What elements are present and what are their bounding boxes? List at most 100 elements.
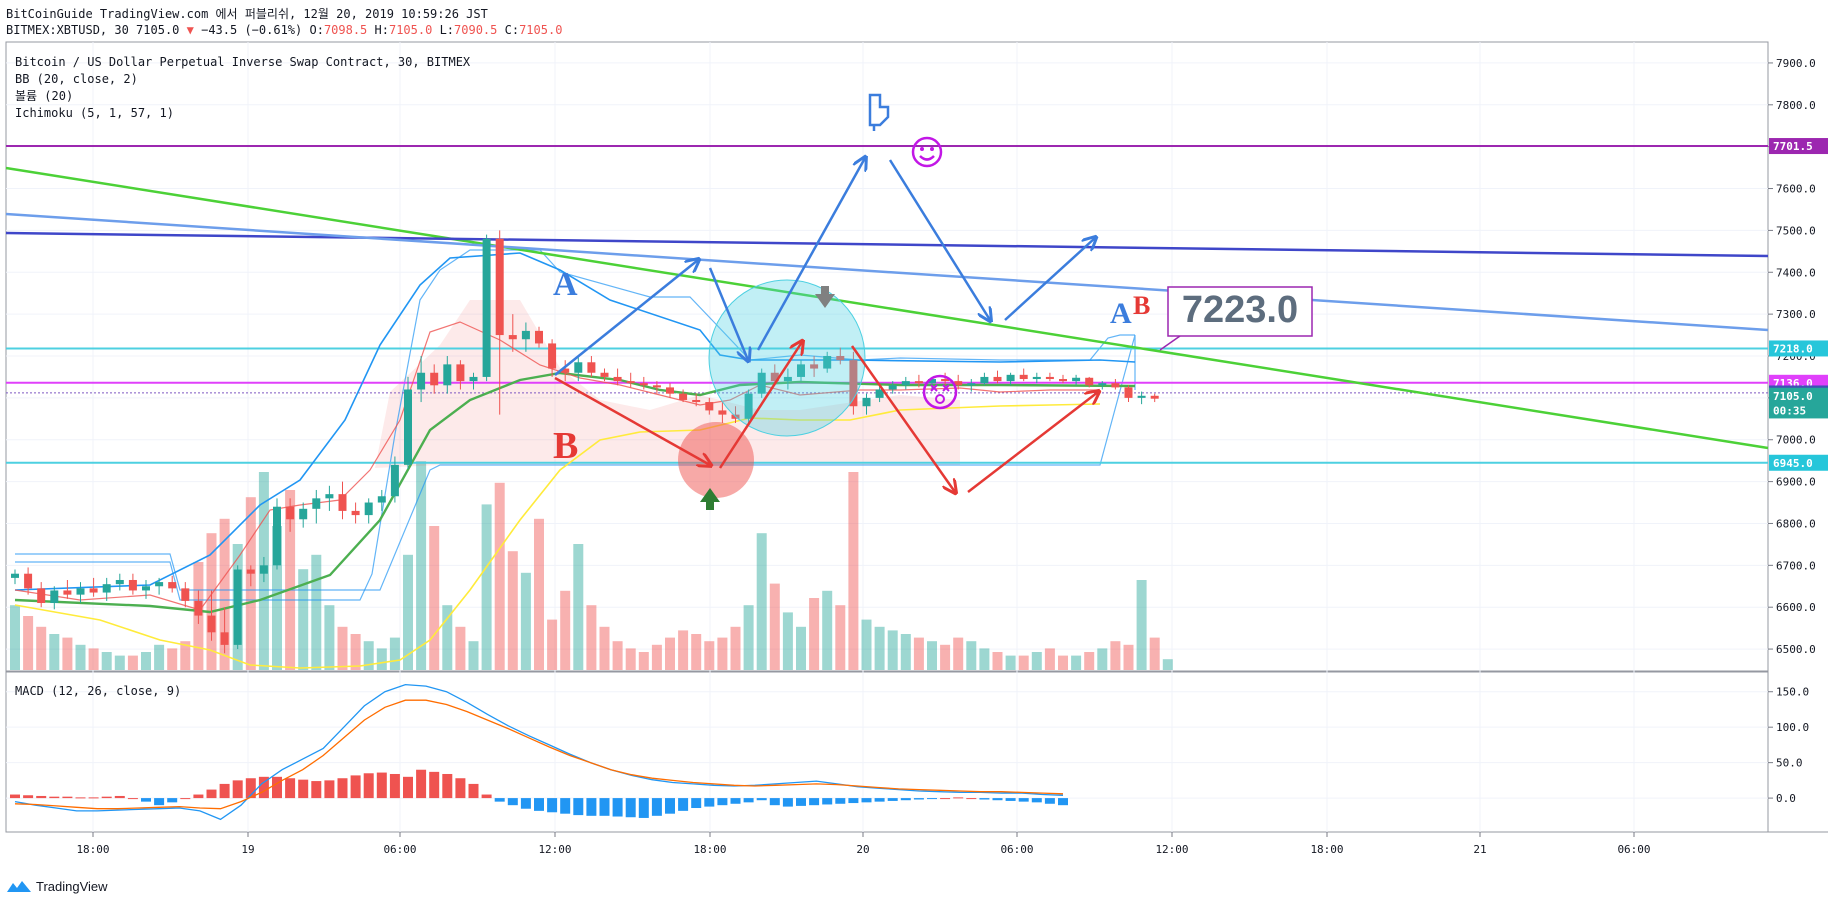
candle-body xyxy=(1019,374,1028,380)
volume-bar xyxy=(75,644,86,670)
volume-bar xyxy=(416,461,427,670)
red-arrows[interactable] xyxy=(554,342,1098,492)
macd-hist-bar xyxy=(678,798,689,811)
volume-bar xyxy=(363,641,374,670)
volume-bar xyxy=(638,652,649,670)
price-label-text: 7701.5 xyxy=(1773,140,1813,153)
macd-hist-bar xyxy=(547,798,558,813)
macd-axis[interactable]: 150.0 100.0 50.0 0.0 xyxy=(1768,686,1809,805)
candle-body xyxy=(24,573,33,589)
macd-hist-bar xyxy=(560,798,571,814)
macd-hist-bar xyxy=(88,797,99,799)
macd-hist-bar xyxy=(298,779,309,799)
footer: TradingView xyxy=(6,879,108,894)
macd-hist-bar xyxy=(180,798,191,800)
publish-line: BitCoinGuide TradingView.com 에서 퍼블리쉬, 12… xyxy=(6,7,488,21)
candle-body xyxy=(142,586,150,591)
price-axis[interactable]: 6500.06600.06700.06800.06900.07000.07100… xyxy=(1768,57,1828,656)
volume-bar xyxy=(599,626,610,670)
macd-hist-bar xyxy=(979,798,990,800)
price-label-box xyxy=(1769,138,1828,155)
macd-tick-label: 100.0 xyxy=(1776,721,1809,734)
candle-body xyxy=(246,569,255,574)
indicator-lines xyxy=(14,252,1136,669)
candle-body xyxy=(548,343,557,369)
macd-hist-bar xyxy=(219,783,230,799)
candle-body xyxy=(941,379,950,382)
price-tick-label: 7400.0 xyxy=(1776,266,1816,279)
volume-bar xyxy=(49,634,60,670)
candle-body xyxy=(495,238,504,336)
volume-bar xyxy=(691,634,702,670)
candle-body xyxy=(914,381,923,384)
legend-volume: 볼륨 (20) xyxy=(15,89,73,103)
candle-body xyxy=(980,376,989,384)
volume-bar xyxy=(36,626,47,670)
candle-body xyxy=(286,506,295,520)
macd-hist-bar xyxy=(285,778,296,799)
candle-body xyxy=(613,376,622,382)
price-label-text: 00:35 xyxy=(1773,404,1806,417)
tradingview-logo-icon xyxy=(7,880,31,892)
candle-body xyxy=(600,372,609,377)
macd-series xyxy=(10,683,1068,821)
macd-hist-bar xyxy=(809,798,820,806)
macd-hist-bar xyxy=(966,798,977,800)
candle-body xyxy=(63,590,72,595)
legend-bb: BB (20, close, 2) xyxy=(15,72,138,86)
time-tick-label: 06:00 xyxy=(1000,843,1033,856)
volume-bar xyxy=(586,605,597,670)
time-tick-label: 12:00 xyxy=(538,843,571,856)
candle-body xyxy=(901,381,910,386)
candle-body xyxy=(797,364,805,377)
macd-grid xyxy=(6,691,1768,799)
macd-hist-bar xyxy=(704,798,715,807)
light-blue-trendline[interactable] xyxy=(5,212,1769,332)
macd-hist-bar xyxy=(416,769,427,799)
volume-bar xyxy=(782,612,793,670)
volume-bar xyxy=(913,637,924,670)
time-tick-label: 18:00 xyxy=(76,843,109,856)
ohlc-high-label: H: xyxy=(374,23,389,37)
macd-hist-bar xyxy=(36,795,47,799)
ohlc-open-label: O: xyxy=(309,23,324,37)
blue-trendline[interactable] xyxy=(5,231,1769,258)
ohlc-close: 7105.0 xyxy=(519,23,563,37)
candle-body xyxy=(626,381,635,384)
change-down-icon: ▼ xyxy=(186,23,194,37)
ohlc-high: 7105.0 xyxy=(388,23,433,37)
horizontal-lines xyxy=(6,145,1768,464)
blue-arrows[interactable] xyxy=(554,158,1095,376)
candle-body xyxy=(11,573,19,578)
price-label-text: 7105.0 xyxy=(1773,390,1813,403)
candle-body xyxy=(692,399,701,403)
price-tick-label: 6500.0 xyxy=(1776,643,1816,656)
macd-hist-bar xyxy=(743,798,754,803)
macd-tick-label: 150.0 xyxy=(1776,686,1809,699)
candle-body xyxy=(338,494,347,511)
candle-body xyxy=(1150,395,1159,399)
ichimoku-conversion-line xyxy=(14,321,1100,611)
cloud-lower-line xyxy=(15,334,1136,591)
cyan-circle[interactable] xyxy=(708,279,866,437)
macd-hist-bar xyxy=(311,781,322,799)
volume-bar xyxy=(88,648,99,670)
price-callout[interactable]: 7223.0 xyxy=(1159,286,1313,351)
macd-hist-bar xyxy=(822,798,833,805)
candle-body xyxy=(928,379,936,384)
time-tick-label: 20 xyxy=(856,843,869,856)
time-axis[interactable]: 18:00 19 06:00 12:00 18:00 20 06:00 12:00 18:00 2… xyxy=(76,832,1651,856)
red-circle[interactable] xyxy=(678,422,754,498)
macd-hist-bar xyxy=(23,795,34,799)
macd-hist-bar xyxy=(835,798,846,804)
volume-bar xyxy=(612,641,623,670)
macd-hist-bar xyxy=(442,773,453,799)
macd-hist-bar xyxy=(848,798,859,804)
macd-hist-bar xyxy=(141,798,151,802)
volume-bar xyxy=(796,626,806,670)
green-trendline[interactable] xyxy=(5,166,1769,450)
candle-body xyxy=(89,588,98,593)
candle-body xyxy=(1137,395,1146,398)
macd-hist-bar xyxy=(154,798,165,806)
